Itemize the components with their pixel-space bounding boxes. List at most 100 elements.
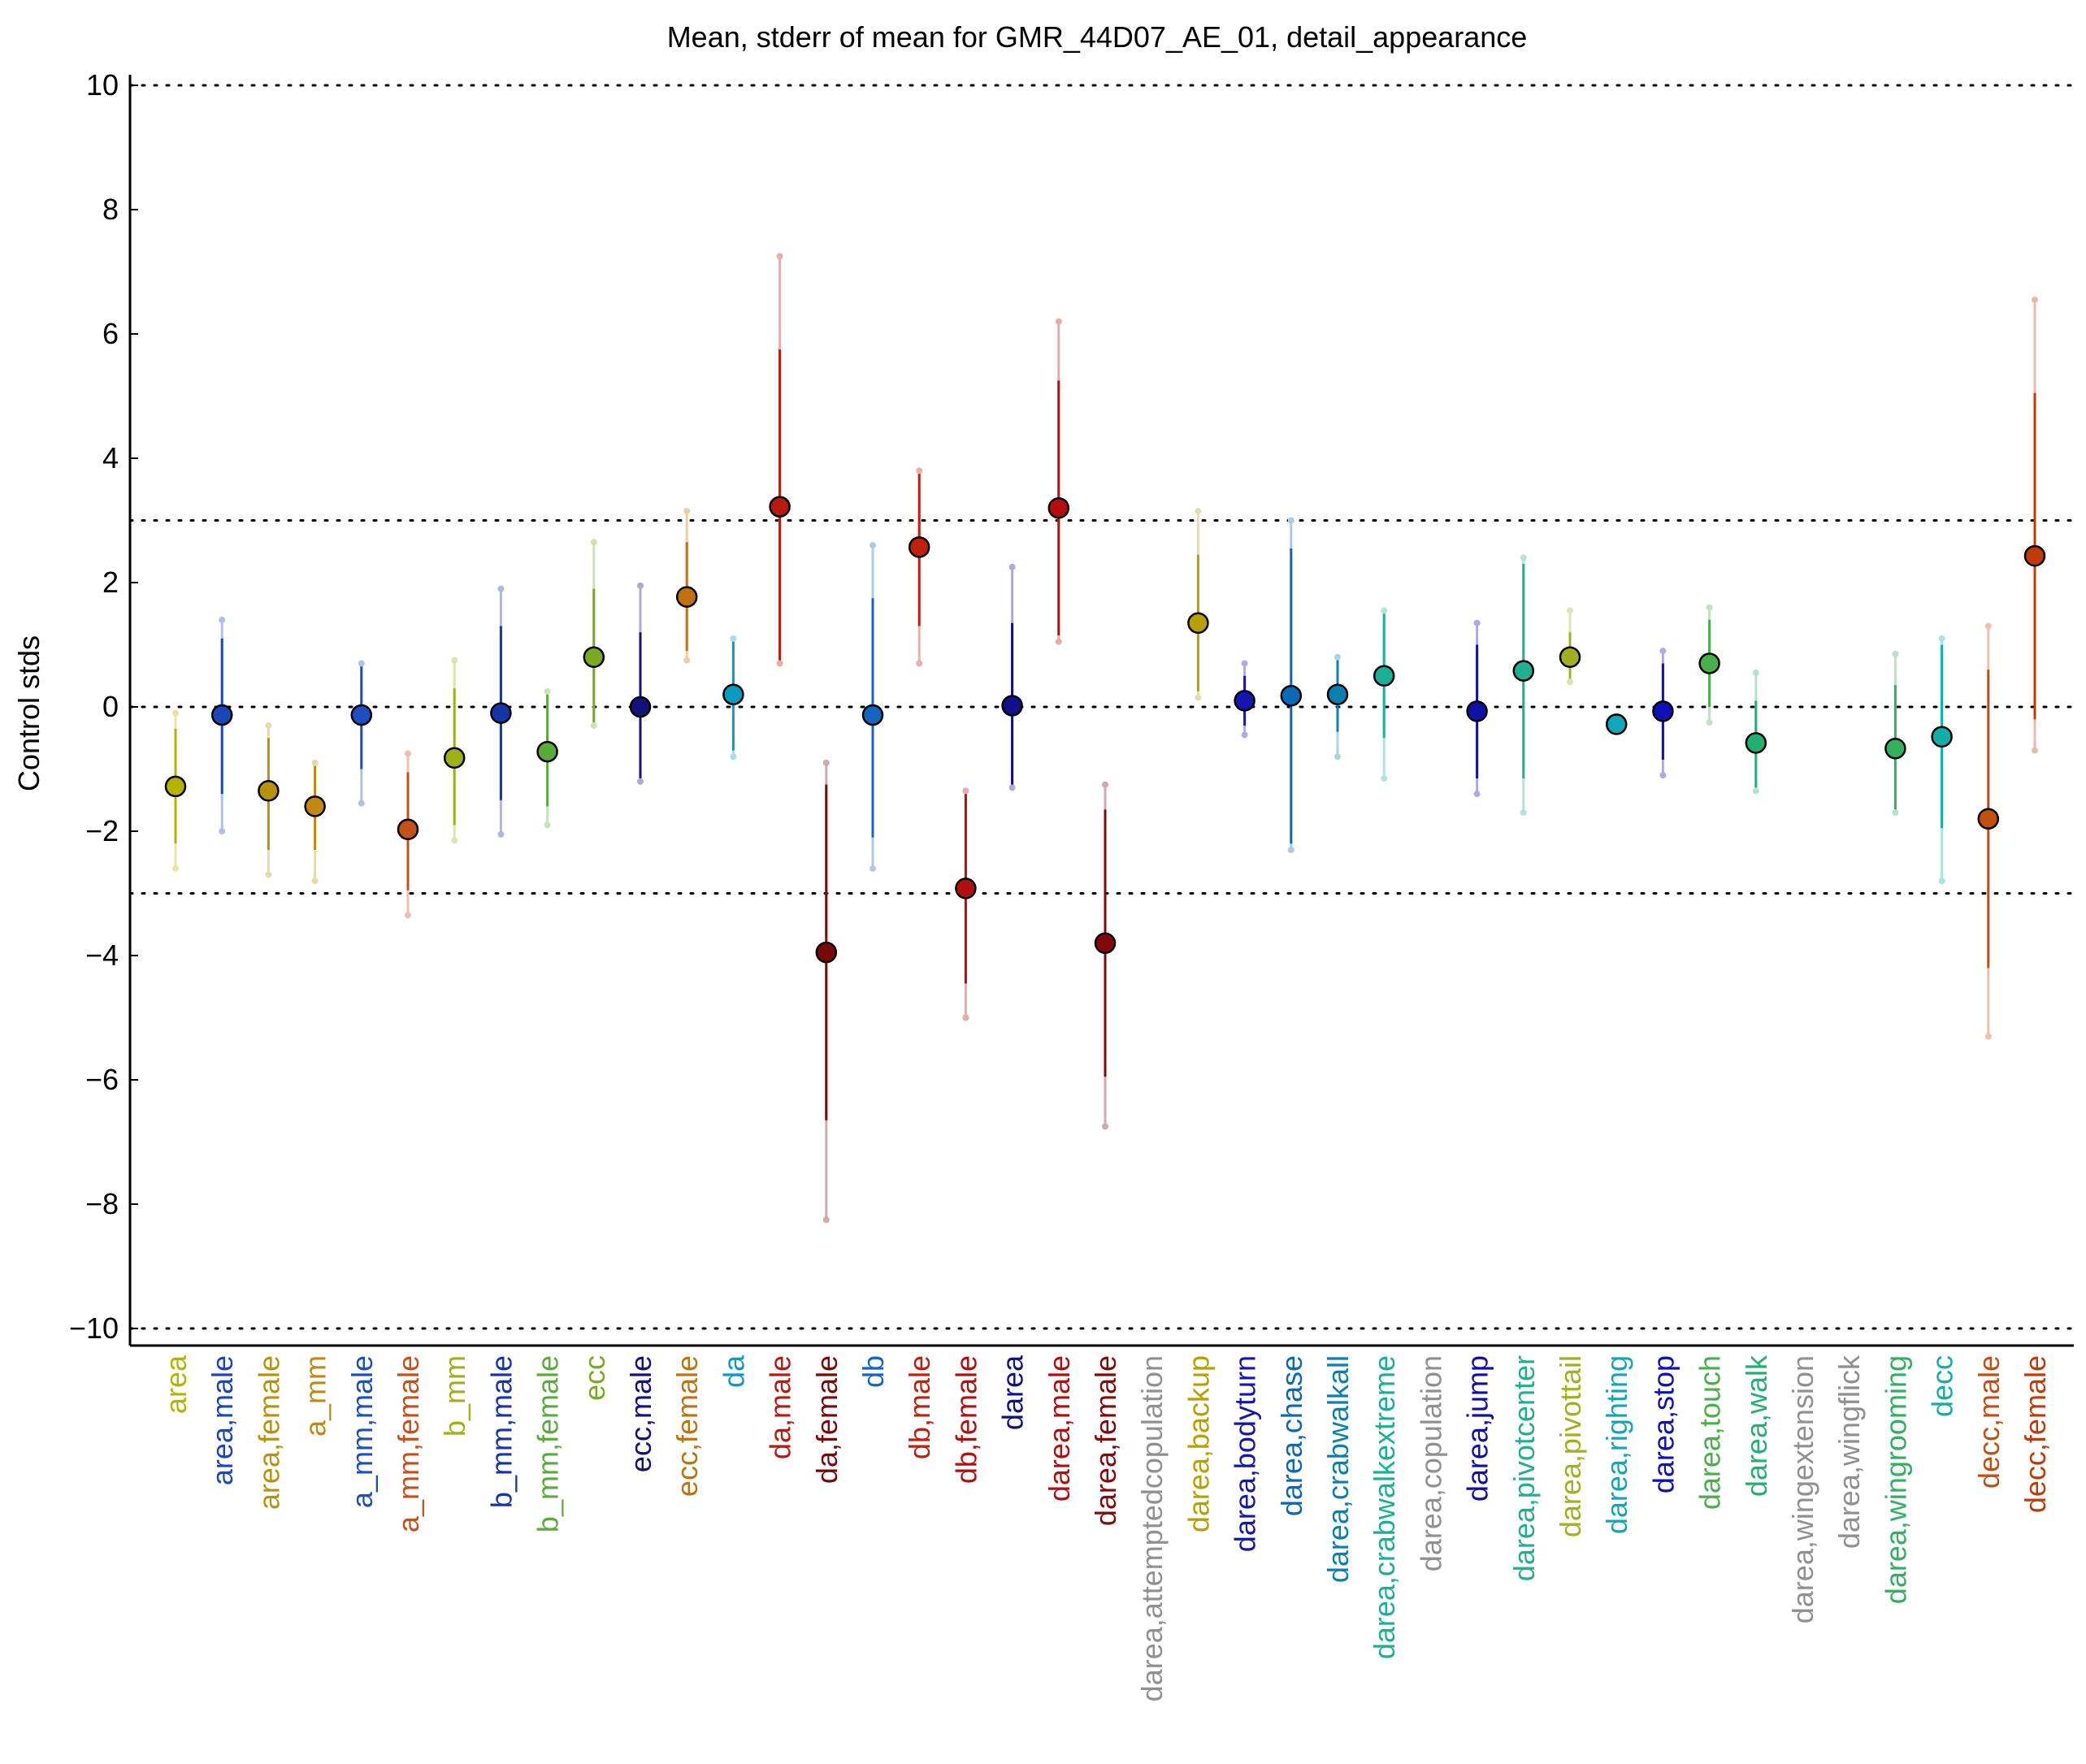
mean-point xyxy=(1373,665,1395,687)
y-tick-label: −2 xyxy=(85,814,119,847)
y-tick-label: −8 xyxy=(85,1187,119,1220)
range-endpoint xyxy=(962,1014,969,1021)
x-tick-label: db xyxy=(857,1355,890,1388)
range-endpoint xyxy=(1055,318,1062,325)
x-tick-label: decc,female xyxy=(2019,1355,2052,1513)
range-endpoint xyxy=(219,828,226,834)
range-endpoint xyxy=(1287,846,1295,853)
range-endpoint xyxy=(172,709,179,717)
range-endpoint xyxy=(497,585,505,592)
range-endpoint xyxy=(219,616,226,623)
y-ticks: 10 8 6 4 2 0 −2 −4 −6 −8 −10 xyxy=(69,68,138,1345)
mean-point xyxy=(1326,683,1349,705)
y-tick-label: 0 xyxy=(102,690,119,723)
x-tick-label: a_mm,male xyxy=(345,1355,379,1508)
range-endpoint xyxy=(311,878,319,885)
range-endpoint xyxy=(544,687,551,695)
range-endpoint xyxy=(1195,694,1202,701)
mean-point xyxy=(1512,660,1535,682)
x-tick-label: a_mm xyxy=(299,1355,332,1437)
mean-point xyxy=(675,586,698,608)
x-tick-label: darea,pivottail xyxy=(1554,1355,1587,1537)
mean-point xyxy=(769,496,791,518)
x-tick-label: da xyxy=(717,1354,750,1388)
x-tick-label: db,female xyxy=(949,1355,982,1484)
range-endpoint xyxy=(730,753,737,761)
x-tick-label: ecc xyxy=(578,1355,611,1401)
x-tick-label: darea,walk xyxy=(1740,1354,1773,1497)
range-endpoint xyxy=(1008,784,1016,791)
range-endpoint xyxy=(1706,719,1713,726)
mean-point xyxy=(1698,652,1720,674)
range-endpoint xyxy=(544,821,551,829)
x-tick-label: darea,crabwalkall xyxy=(1321,1355,1355,1583)
range-endpoint xyxy=(962,787,969,795)
range-endpoint xyxy=(776,253,783,260)
mean-point xyxy=(1605,713,1628,735)
x-tick-label: ecc,female xyxy=(670,1355,704,1497)
x-tick-label: darea,righting xyxy=(1600,1355,1633,1534)
x-tick-label: darea,wingextension xyxy=(1786,1355,1819,1623)
range-endpoint xyxy=(683,657,691,664)
x-tick-label: b_mm xyxy=(438,1355,471,1437)
y-tick-label: 6 xyxy=(102,317,119,350)
x-tick-label: b_mm,female xyxy=(531,1355,565,1532)
mean-point xyxy=(1745,732,1767,754)
range-endpoint xyxy=(590,722,597,729)
x-tick-label: darea,crabwalkextreme xyxy=(1368,1355,1401,1659)
x-tick-label: darea xyxy=(996,1354,1030,1430)
mean-point xyxy=(629,696,652,718)
range-endpoint xyxy=(405,912,411,919)
data-marks xyxy=(164,253,2046,1224)
mean-point xyxy=(210,704,233,726)
range-endpoint xyxy=(1008,563,1016,570)
x-tick-label: darea,attemptedcopulation xyxy=(1135,1355,1169,1701)
mean-point xyxy=(397,818,419,840)
range-endpoint xyxy=(1520,554,1527,561)
mean-point xyxy=(1652,700,1674,722)
x-tick-label: darea,chase xyxy=(1275,1355,1308,1516)
x-tick-label: area,female xyxy=(252,1355,285,1510)
range-endpoint xyxy=(1473,791,1481,798)
mean-point xyxy=(1884,738,1906,760)
range-endpoint xyxy=(1195,508,1202,515)
mean-point xyxy=(258,780,280,802)
range-endpoint xyxy=(1473,619,1481,626)
range-endpoint xyxy=(1938,635,1945,642)
range-endpoint xyxy=(1520,809,1527,817)
mean-point xyxy=(908,536,930,558)
range-endpoint xyxy=(1659,772,1667,779)
y-tick-label: 2 xyxy=(102,566,119,599)
range-endpoint xyxy=(2032,296,2038,303)
x-tick-label: area xyxy=(159,1354,193,1414)
x-tick-label: a_mm,female xyxy=(392,1355,425,1532)
range-endpoint xyxy=(1706,604,1713,611)
range-endpoint xyxy=(358,660,365,667)
x-tick-label: darea,touch xyxy=(1694,1355,1727,1510)
x-tick-label: area,male xyxy=(206,1355,239,1485)
x-tick-label: decc xyxy=(1926,1355,1959,1417)
x-tick-label: darea,male xyxy=(1043,1355,1076,1502)
mean-point xyxy=(304,795,326,817)
range-endpoint xyxy=(822,759,830,766)
range-endpoint xyxy=(1055,638,1062,645)
y-axis-label: Control stds xyxy=(12,635,46,791)
x-tick-label: darea,copulation xyxy=(1414,1355,1447,1571)
range-endpoint xyxy=(1938,878,1945,885)
range-endpoint xyxy=(1334,653,1341,661)
mean-point xyxy=(1559,646,1581,669)
mean-point xyxy=(722,683,744,705)
range-endpoint xyxy=(1984,622,1992,630)
mean-point xyxy=(443,747,466,769)
range-endpoint xyxy=(358,800,365,807)
mean-point xyxy=(1187,612,1209,634)
range-endpoint xyxy=(311,759,319,766)
range-endpoint xyxy=(2032,747,2038,754)
x-tick-label: da,female xyxy=(810,1355,844,1484)
x-tick-label: darea,wingrooming xyxy=(1879,1355,1912,1604)
x-tick-label: db,male xyxy=(903,1355,936,1459)
mean-point xyxy=(1234,690,1256,712)
range-endpoint xyxy=(451,657,458,664)
mean-point xyxy=(536,740,558,763)
